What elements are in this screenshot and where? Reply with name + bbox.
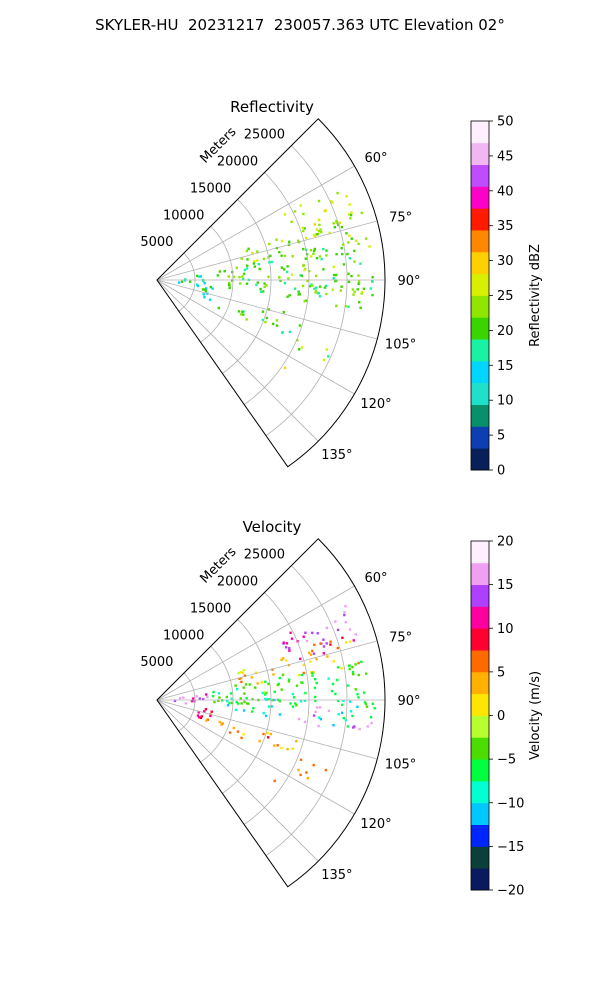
azimuth-spoke [156,165,355,281]
figure-title: SKYLER-HU 20231217 230057.363 UTC Elevat… [95,16,505,34]
colorbar-tick-label: 5 [497,429,505,444]
range-ring [222,619,272,794]
colorbar-tick-label: 10 [497,394,514,409]
azimuth-spoke [156,279,319,442]
colorbar-tick-label: 0 [497,709,505,724]
colorbar-tick-label: −10 [497,796,524,811]
colorbar-tick-label: 0 [497,464,505,479]
colorbar-tick-label: 45 [497,149,514,164]
panel-title: Reflectivity [230,98,314,116]
range-tick-label: 25000 [244,548,285,563]
azimuth-tick-label: 120° [360,397,391,412]
range-ring [178,252,196,312]
colorbar: −20 −15 −10 −5 0 5 10 15 20 Velocity (m/s) [470,535,543,899]
azimuth-spoke [156,220,378,281]
range-tick-label: 10000 [163,628,204,643]
range-ring [200,225,234,343]
azimuth-tick-label: 105° [385,758,416,773]
range-ring [243,592,310,825]
range-tick-label: 15000 [190,181,231,196]
colorbar-tick-label: 20 [497,324,514,339]
range-tick-label: 25000 [244,128,285,143]
azimuth-tick-label: 60° [364,151,387,166]
colorbar-label: Reflectivity dBZ [528,244,543,347]
azimuth-spoke [156,699,319,862]
colorbar-label: Velocity (m/s) [528,671,543,760]
range-tick-label: 10000 [163,208,204,223]
colorbar-tick-label: −15 [497,840,524,855]
colorbar-tick-label: 15 [497,359,514,374]
range-tick-label: 20000 [217,575,258,590]
panel-title: Velocity [243,518,302,536]
azimuth-spoke [156,585,355,701]
colorbar-tick-label: 50 [497,115,514,130]
radar-echoes [173,605,376,783]
range-ring [178,672,196,732]
colorbar-tick-label: 30 [497,254,514,269]
colorbar-tick-label: −5 [497,753,516,768]
range-ring [265,565,348,856]
range-ring [243,172,310,405]
azimuth-spoke [156,699,355,815]
range-ring [265,145,348,436]
range-tick-label: 15000 [190,601,231,616]
sector-frame [156,538,386,888]
range-ring [200,645,234,763]
colorbar-tick-label: 35 [497,219,514,234]
colorbar-tick-label: 10 [497,622,514,637]
colorbar: 0 5 10 15 20 25 30 35 40 45 50 Reflectivity dBZ [470,115,543,479]
azimuth-spoke [156,279,355,395]
azimuth-tick-label: 75° [389,630,412,645]
polar-axes-reflectivity: Reflectivity500010000150002000025000Mete… [140,98,543,479]
azimuth-spoke [156,699,378,760]
radar-echoes [177,191,374,370]
azimuth-spoke [156,279,378,340]
azimuth-spoke [156,640,378,701]
azimuth-tick-label: 105° [385,338,416,353]
range-ring [222,199,272,374]
colorbar-tick-label: 25 [497,289,514,304]
range-tick-label: 5000 [140,235,173,250]
azimuth-tick-label: 135° [321,448,352,463]
azimuth-tick-label: 90° [397,274,420,289]
colorbar-tick-label: 15 [497,578,514,593]
range-tick-label: 5000 [140,655,173,670]
azimuth-tick-label: 120° [360,817,391,832]
colorbar-tick-label: 5 [497,665,505,680]
range-tick-label: 20000 [217,155,258,170]
azimuth-tick-label: 135° [321,868,352,883]
azimuth-tick-label: 75° [389,210,412,225]
azimuth-tick-label: 90° [397,694,420,709]
colorbar-tick-label: 40 [497,184,514,199]
colorbar-tick-label: 20 [497,535,514,550]
colorbar-tick-label: −20 [497,884,524,899]
sector-frame [156,118,386,468]
azimuth-tick-label: 60° [364,571,387,586]
